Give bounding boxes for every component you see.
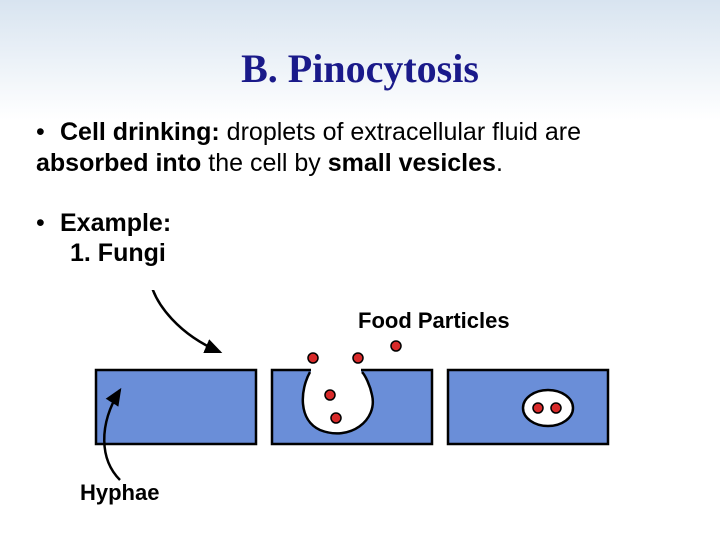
food-particles-label: Food Particles <box>358 308 510 334</box>
text-segment: absorbed into <box>36 149 201 177</box>
pointer-arrow <box>150 290 220 352</box>
bullet-marker: • <box>36 208 60 239</box>
slide-content: B. Pinocytosis •Cell drinking: droplets … <box>0 0 720 268</box>
bullet-2-text: Example: <box>60 209 171 237</box>
text-segment: . <box>496 149 503 177</box>
pinocytosis-diagram: Food Particles Hyphae <box>0 290 720 540</box>
bullet-marker: • <box>36 117 60 148</box>
text-segment: droplets of extracellular fluid are <box>220 118 581 146</box>
hypha-cell <box>96 370 256 444</box>
text-segment: small vesicles <box>328 149 496 177</box>
bullet-2-sub: 1. Fungi <box>0 239 720 268</box>
food-particle <box>391 341 401 351</box>
hyphae-label: Hyphae <box>80 480 159 506</box>
invagination-pocket <box>303 372 373 433</box>
text-segment: Cell drinking: <box>60 118 220 146</box>
food-particle <box>533 403 543 413</box>
text-segment: the cell by <box>201 149 327 177</box>
text-segment: 1. Fungi <box>70 239 166 267</box>
food-particle <box>325 390 335 400</box>
opening-mask <box>311 368 361 374</box>
food-particle <box>551 403 561 413</box>
bullet-2: •Example: <box>0 208 720 239</box>
food-particle <box>353 353 363 363</box>
food-particle <box>331 413 341 423</box>
vesicle <box>523 390 573 426</box>
text-segment: Example: <box>60 209 171 237</box>
slide-title: B. Pinocytosis <box>0 0 720 117</box>
bullet-1-text: Cell drinking: droplets of extracellular… <box>36 118 581 177</box>
bullet-1: •Cell drinking: droplets of extracellula… <box>0 117 720 180</box>
food-particle <box>308 353 318 363</box>
